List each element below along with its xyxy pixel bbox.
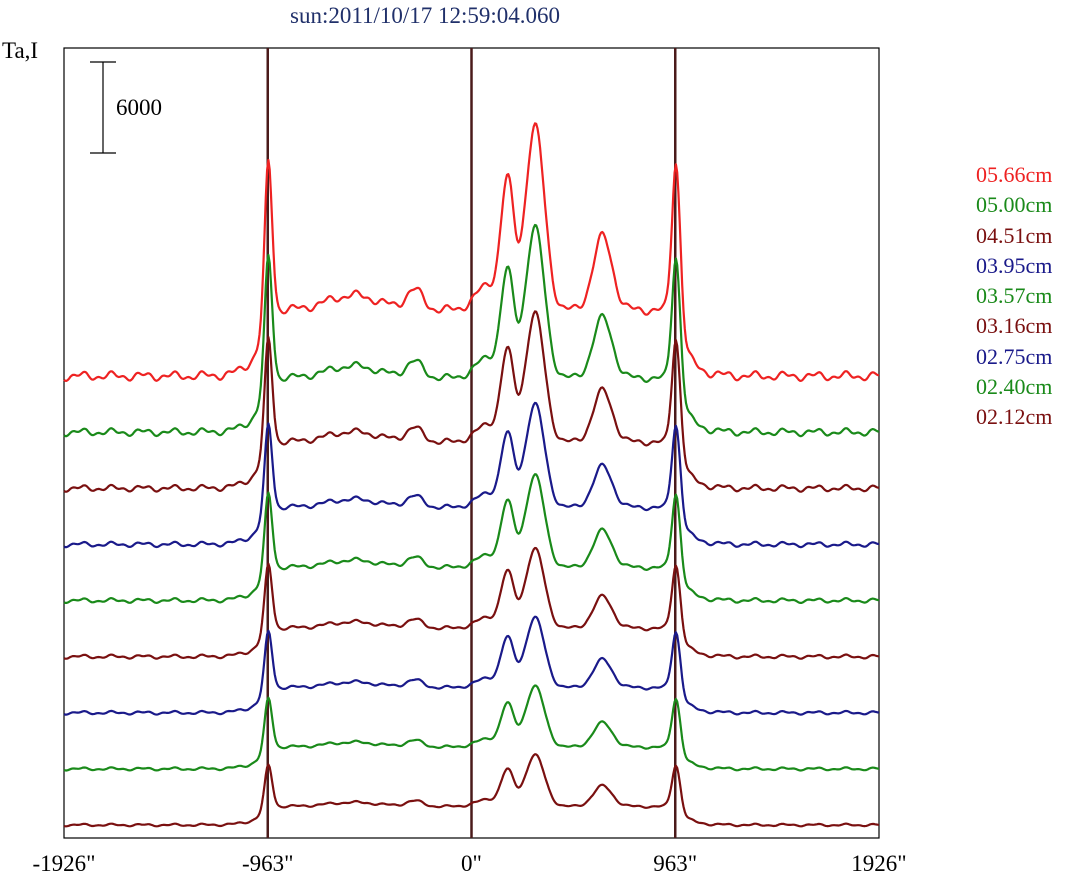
legend-entry: 05.00cm [976, 192, 1053, 218]
series-line-02.12cm [63, 753, 880, 828]
vertical-markers [266, 48, 677, 838]
x-tick-label: -963" [241, 851, 294, 876]
x-tick-label: -1926" [32, 851, 96, 876]
series-line-05.00cm [63, 223, 880, 438]
x-tick-label: 963" [653, 851, 698, 876]
scale-bar-label: 6000 [116, 95, 162, 120]
series-line-03.95cm [63, 401, 880, 549]
series-lines [63, 122, 880, 828]
legend-entry: 05.66cm [976, 162, 1053, 187]
series-line-02.40cm [63, 684, 879, 772]
legend: 05.66cm 05.00cm 04.51cm 03.95cm 03.57cm 03.16… [976, 160, 1052, 433]
chart-title: sun:2011/10/17 12:59:04.060 [290, 3, 561, 28]
series-line-02.75cm [63, 615, 880, 716]
legend-entry: 03.95cm [976, 252, 1053, 278]
scale-bar: 6000 [90, 61, 162, 154]
y-axis-label: Ta,I [2, 38, 39, 63]
series-line-04.51cm [63, 310, 880, 493]
legend-entry: 02.12cm [976, 404, 1053, 430]
x-tick-label: 0" [461, 851, 482, 876]
legend-entry: 02.75cm [976, 343, 1053, 369]
legend-entry: 03.16cm [976, 313, 1053, 339]
series-line-03.16cm [63, 546, 880, 660]
series-line-05.66cm [63, 122, 880, 382]
legend-entry: 03.57cm [976, 283, 1053, 309]
legend-entry: 04.51cm [976, 222, 1053, 248]
x-tick-label: 1926" [851, 851, 907, 876]
series-line-03.57cm [63, 473, 880, 604]
legend-entry: 02.40cm [976, 374, 1053, 400]
